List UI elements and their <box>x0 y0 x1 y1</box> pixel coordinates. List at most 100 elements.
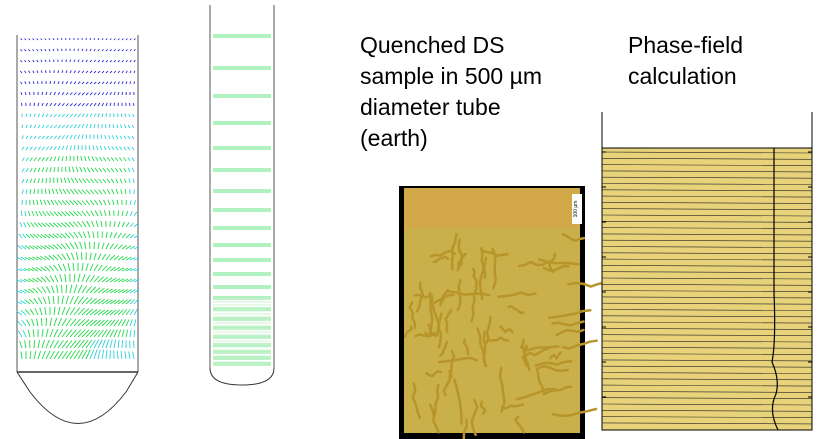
velocity-vector <box>91 156 95 162</box>
contour-line <box>601 252 813 255</box>
velocity-vector <box>121 70 124 74</box>
velocity-vector <box>124 189 127 195</box>
velocity-vector <box>129 38 132 41</box>
velocity-vector <box>77 92 81 96</box>
velocity-vector <box>53 113 57 118</box>
contour-line <box>601 422 813 425</box>
velocity-vector <box>68 232 75 239</box>
dendrite-arm <box>555 328 585 337</box>
dendrite-arm <box>408 301 417 330</box>
velocity-vector <box>125 70 128 74</box>
contour-line <box>601 183 813 185</box>
velocity-vector <box>36 70 39 74</box>
velocity-vector <box>113 266 120 272</box>
velocity-vector <box>108 124 111 129</box>
velocity-vector <box>97 37 100 41</box>
velocity-vector <box>65 134 69 140</box>
velocity-vector <box>22 233 27 239</box>
velocity-vector <box>85 263 89 272</box>
velocity-vector <box>41 113 45 118</box>
dendrite-arm <box>513 415 526 434</box>
velocity-vector <box>69 59 72 63</box>
velocity-vector <box>57 145 61 151</box>
velocity-vector <box>21 146 25 151</box>
velocity-vector <box>53 350 60 360</box>
velocity-vector <box>81 70 85 74</box>
velocity-vector <box>125 245 132 250</box>
velocity-vector <box>63 177 67 184</box>
contour-line <box>601 296 813 299</box>
dendrite-pattern <box>404 232 608 439</box>
velocity-vector <box>89 81 93 85</box>
contour-line <box>601 347 813 349</box>
velocity-vector <box>33 124 37 129</box>
velocity-vector <box>129 298 136 305</box>
velocity-vector <box>31 318 35 327</box>
velocity-vector <box>65 155 68 162</box>
velocity-vector <box>101 231 103 239</box>
velocity-vector <box>90 167 95 173</box>
velocity-vector <box>125 81 128 85</box>
velocity-vector <box>73 70 76 74</box>
velocity-vector <box>89 113 93 118</box>
velocity-vector <box>132 351 135 360</box>
velocity-vector <box>127 124 131 129</box>
velocity-vector <box>102 167 107 173</box>
velocity-vector <box>123 135 127 140</box>
dendrite-arm <box>479 400 487 415</box>
velocity-vector <box>85 319 94 327</box>
velocity-vector <box>37 297 43 305</box>
velocity-vector <box>107 199 111 206</box>
velocity-vector <box>101 339 106 349</box>
velocity-vector <box>52 38 55 41</box>
velocity-vector <box>106 178 111 184</box>
velocity-vector <box>117 255 124 261</box>
dendrite-arm <box>411 382 422 420</box>
velocity-vector <box>28 256 35 261</box>
velocity-vector <box>70 177 75 184</box>
velocity-vector <box>81 210 87 217</box>
velocity-vector <box>29 308 35 316</box>
velocity-vector <box>105 254 111 261</box>
velocity-vector <box>64 211 71 217</box>
velocity-vector <box>109 70 113 74</box>
velocity-vector <box>121 319 126 327</box>
velocity-vector <box>94 210 99 217</box>
velocity-vector <box>64 37 67 41</box>
velocity-vector <box>69 70 72 74</box>
velocity-vector <box>48 222 55 228</box>
velocity-vector <box>61 92 65 96</box>
velocity-vector <box>101 49 104 52</box>
velocity-vector <box>21 135 24 140</box>
velocity-vector <box>45 113 49 118</box>
velocity-vector <box>73 103 78 107</box>
velocity-vector <box>33 167 37 173</box>
velocity-vector <box>65 350 73 360</box>
velocity-vector <box>73 92 77 96</box>
dendrite-arm <box>439 340 449 357</box>
velocity-vector <box>80 155 83 162</box>
contour-line <box>601 277 813 280</box>
velocity-vector <box>77 189 83 195</box>
velocity-vector <box>113 91 116 96</box>
velocity-vector <box>61 156 64 162</box>
dendrite-arm <box>535 368 546 394</box>
velocity-vector <box>60 38 63 41</box>
velocity-vector <box>129 329 132 338</box>
velocity-vector <box>24 49 27 52</box>
velocity-vector <box>85 274 91 283</box>
velocity-vector <box>89 200 95 206</box>
velocity-vector <box>33 340 36 349</box>
velocity-vector <box>48 38 51 41</box>
velocity-vector <box>97 242 100 250</box>
dendrite-arm <box>551 320 585 327</box>
contour-line <box>601 284 813 286</box>
contour-line <box>601 195 813 198</box>
velocity-vector <box>85 200 91 206</box>
velocity-vector <box>65 92 69 96</box>
velocity-vector <box>105 329 111 338</box>
velocity-vector <box>28 38 31 41</box>
velocity-vector <box>73 188 79 195</box>
velocity-vector <box>111 146 115 151</box>
velocity-vector <box>21 124 24 129</box>
